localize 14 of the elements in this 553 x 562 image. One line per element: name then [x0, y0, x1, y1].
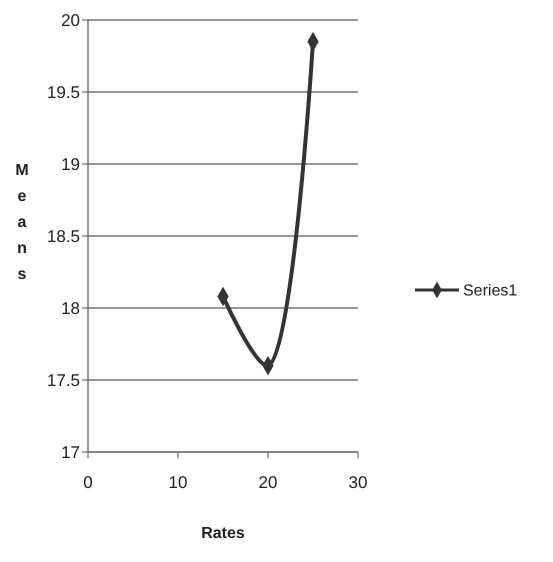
y-tick-label: 18: [61, 298, 80, 318]
y-tick-label: 19.5: [46, 82, 80, 102]
y-tick-label: 19: [61, 154, 80, 174]
legend-label: Series1: [463, 282, 518, 300]
x-axis-title: Rates: [201, 525, 245, 542]
y-tick-label: 17.5: [46, 370, 80, 390]
x-tick-label: 30: [348, 473, 368, 492]
x-tick-label: 10: [168, 473, 188, 492]
y-tick-label: 18.5: [46, 226, 80, 246]
y-tick-label: 20: [61, 10, 80, 30]
y-axis-title: Means: [15, 162, 29, 283]
x-tick-label: 0: [83, 473, 93, 492]
y-tick-label: 17: [61, 442, 80, 462]
x-tick-label: 20: [258, 473, 278, 492]
